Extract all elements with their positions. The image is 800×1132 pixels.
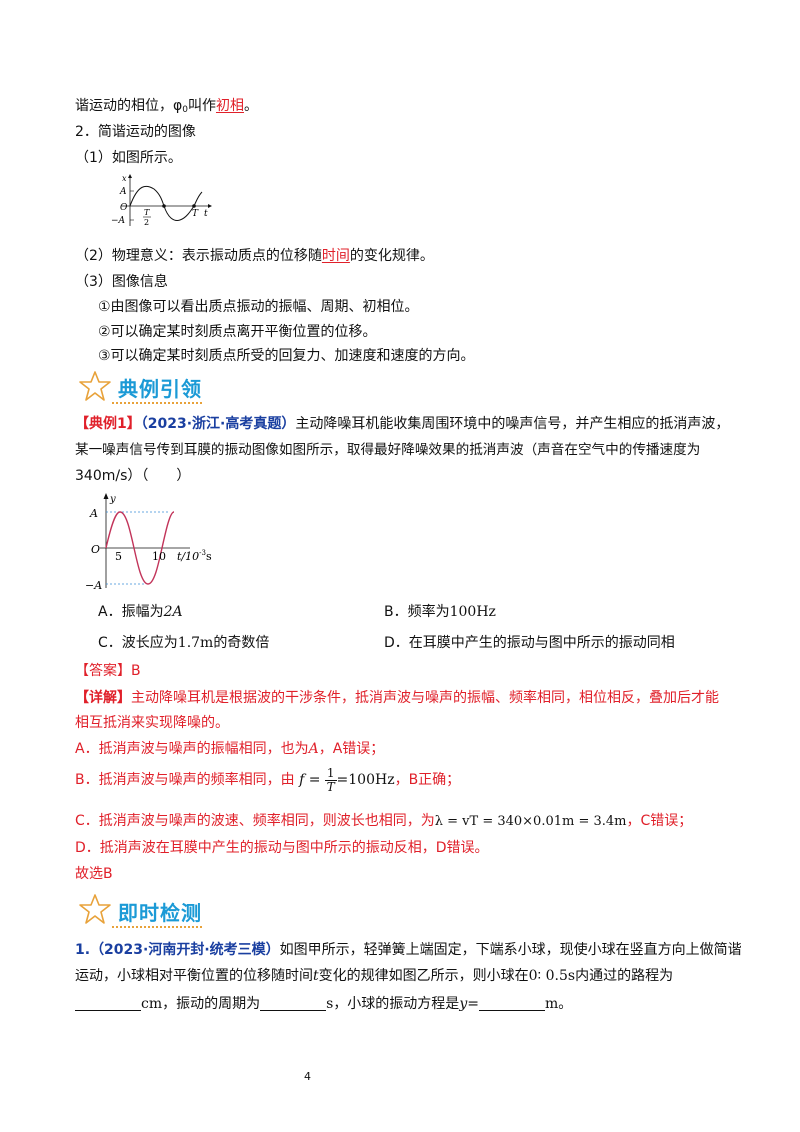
question-number: 1. bbox=[75, 942, 91, 958]
item-2: （2）物理意义：表示振动质点的位移随时间的变化规律。 bbox=[75, 248, 434, 264]
graph2-t-axis-label: t/10-3s bbox=[177, 549, 212, 563]
graph2-amp-label: A bbox=[89, 507, 98, 520]
star-icon bbox=[79, 894, 111, 924]
info-1: ①由图像可以看出质点振动的振幅、周期、初相位。 bbox=[98, 299, 419, 315]
graph2-neg-amp-label: −A bbox=[86, 579, 102, 590]
detail-line-1: 【详解】主动降噪耳机是根据波的干涉条件，抵消声波与噪声的振幅、频率相同，相位相反… bbox=[75, 690, 719, 706]
answer-blank-equation[interactable] bbox=[478, 996, 545, 1011]
keyword-time: 时间 bbox=[321, 248, 350, 264]
answer-blank-period[interactable] bbox=[260, 996, 327, 1011]
section-underline bbox=[112, 926, 202, 928]
example-source: （2023·浙江·高考真题） bbox=[140, 416, 296, 432]
detail-c: C．抵消声波与噪声的波速、频率相同，则波长也相同，为λ = vT = 340×0… bbox=[75, 813, 693, 829]
item-1: （1）如图所示。 bbox=[75, 150, 182, 166]
section-underline bbox=[112, 402, 202, 404]
text-line-phase: 谐运动的相位，φ0叫作初相。 bbox=[75, 98, 258, 115]
noise-wave-graph: A O −A y 5 10 t/10-3s bbox=[86, 493, 212, 590]
section-title-quick-check: 即时检测 bbox=[118, 901, 202, 925]
option-b: B．频率为100Hz bbox=[384, 604, 496, 620]
graph1-half-num: T bbox=[144, 208, 150, 217]
question-line-2: 运动，小球相对平衡位置的位移随时间t变化的规律如图乙所示，则小球在0∶ 0.5s… bbox=[75, 968, 674, 984]
option-d: D．在耳膜中产生的振动与图中所示的振动同相 bbox=[384, 635, 675, 651]
graph2-tick-10: 10 bbox=[152, 550, 166, 563]
answer-blank-distance[interactable] bbox=[75, 996, 141, 1011]
item-3: （3）图像信息 bbox=[75, 274, 168, 290]
graph1-origin-label: O bbox=[120, 203, 128, 213]
example-line-1: 【典例1】（2023·浙江·高考真题）主动降噪耳机能收集周围环境中的噪声信号，并… bbox=[75, 416, 730, 432]
example-label: 【典例1】 bbox=[75, 416, 141, 432]
section-title-examples: 典例引领 bbox=[118, 377, 202, 401]
detail-line-2: 相互抵消来实现降噪的。 bbox=[75, 715, 229, 731]
detail-d: D．抵消声波在耳膜中产生的振动与图中所示的振动反相，D错误。 bbox=[75, 840, 489, 856]
option-a: A．振幅为2A bbox=[98, 604, 183, 620]
detail-b: B．抵消声波与噪声的频率相同，由 f = 1 T =100Hz，B正确； bbox=[75, 765, 461, 794]
graph1-period-point bbox=[192, 204, 196, 208]
info-2: ②可以确定某时刻质点离开平衡位置的位移。 bbox=[98, 324, 377, 340]
example-line-3: 340m/s）（ ） bbox=[75, 468, 191, 484]
graph2-curve bbox=[105, 511, 175, 585]
graph1-amp-label: A bbox=[119, 187, 127, 197]
sine-graph-small: x A O −A t T 2 T bbox=[111, 174, 212, 227]
option-c: C．波长应为1.7m的奇数倍 bbox=[98, 635, 270, 651]
question-source: （2023·河南开封·统考三模） bbox=[90, 942, 280, 958]
wavelength-formula: λ = vT = 340×0.01m = 3.4m bbox=[434, 814, 627, 829]
graph2-origin-label: O bbox=[91, 543, 100, 556]
example-line-2: 某一噪声信号传到耳膜的振动图像如图所示，取得最好降噪效果的抵消声波（声音在空气中… bbox=[75, 442, 701, 458]
graph1-half-period-point bbox=[162, 204, 166, 208]
star-icon bbox=[79, 371, 111, 401]
answer-label: 【答案】B bbox=[75, 663, 141, 679]
graph1-half-den: 2 bbox=[144, 218, 149, 227]
graph1-neg-amp-label: −A bbox=[111, 216, 126, 226]
question-line-1: 1.（2023·河南开封·统考三模）如图甲所示，轻弹簧上端固定，下端系小球，现使… bbox=[75, 942, 742, 958]
frequency-formula: f = 1 T =100Hz bbox=[299, 765, 395, 794]
graph1-y-arrow bbox=[128, 174, 132, 178]
graph1-t-arrow bbox=[208, 204, 212, 208]
graph2-y-arrow bbox=[103, 493, 109, 499]
info-3: ③可以确定某时刻质点所受的回复力、加速度和速度的方向。 bbox=[98, 348, 475, 364]
page-number: 4 bbox=[304, 1070, 311, 1083]
graph2-y-label: y bbox=[109, 494, 116, 505]
graph1-y-label: x bbox=[122, 174, 127, 183]
graph1-period-label: T bbox=[192, 209, 199, 219]
conclusion: 故选B bbox=[75, 866, 113, 882]
graph1-t-label: t bbox=[204, 209, 208, 219]
detail-a: A．抵消声波与噪声的振幅相同，也为A，A错误； bbox=[75, 741, 385, 757]
question-line-3: cm，振动的周期为 s，小球的振动方程是y= m。 bbox=[75, 994, 572, 1014]
graph2-tick-5: 5 bbox=[115, 550, 122, 563]
heading-2: 2．简谐运动的图像 bbox=[75, 124, 196, 140]
keyword-initial-phase: 初相 bbox=[215, 98, 244, 114]
